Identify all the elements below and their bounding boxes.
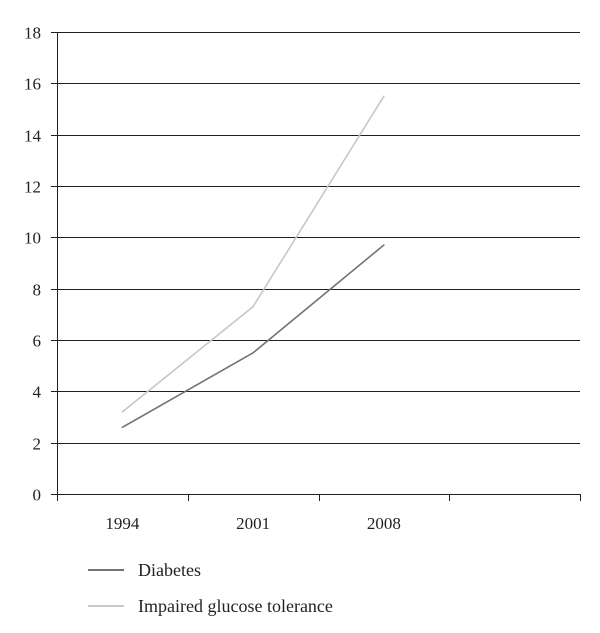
y-tick-label-16: 16 [24,75,41,94]
y-tick-labels: 0 2 4 6 8 10 12 14 16 18 [24,24,42,505]
series-line-impaired-glucose-tolerance [121,95,385,413]
x-tick-label-2001: 2001 [236,514,270,533]
line-chart: 0 2 4 6 8 10 12 14 16 18 1994 2001 2008 [24,24,581,533]
legend-swatch-diabetes [88,569,124,571]
y-tick-label-2: 2 [33,435,42,454]
x-tick-label-2008: 2008 [367,514,401,533]
x-tick-labels: 1994 2001 2008 [105,514,401,533]
y-tick-label-14: 14 [24,127,42,146]
y-tick-label-18: 18 [24,24,41,43]
x-tick-label-1994: 1994 [105,514,140,533]
legend-item-impaired-glucose-tolerance: Impaired glucose tolerance [88,588,333,624]
y-tick-label-0: 0 [33,486,42,505]
legend-label-impaired-glucose-tolerance: Impaired glucose tolerance [138,596,333,616]
y-tick-label-6: 6 [33,332,42,351]
data-point-diabetes-2001 [252,352,254,354]
data-point-impaired-glucose-tolerance-2008 [383,95,385,97]
data-point-diabetes-2008 [383,244,385,246]
series-line-diabetes [122,244,385,428]
legend-item-diabetes: Diabetes [88,552,333,588]
legend: Diabetes Impaired glucose tolerance [88,552,333,624]
gridlines [57,32,580,444]
y-tick-label-4: 4 [33,383,42,402]
y-tick-label-12: 12 [24,178,41,197]
data-point-impaired-glucose-tolerance-2001 [252,305,254,308]
data-point-diabetes-1994 [121,426,124,429]
data-point-impaired-glucose-tolerance-1994 [121,411,124,413]
axes [51,32,581,501]
legend-label-diabetes: Diabetes [138,560,201,580]
series-lines [121,95,385,429]
y-tick-label-8: 8 [33,281,42,300]
y-tick-label-10: 10 [24,229,41,248]
legend-swatch-impaired-glucose-tolerance [88,605,124,607]
